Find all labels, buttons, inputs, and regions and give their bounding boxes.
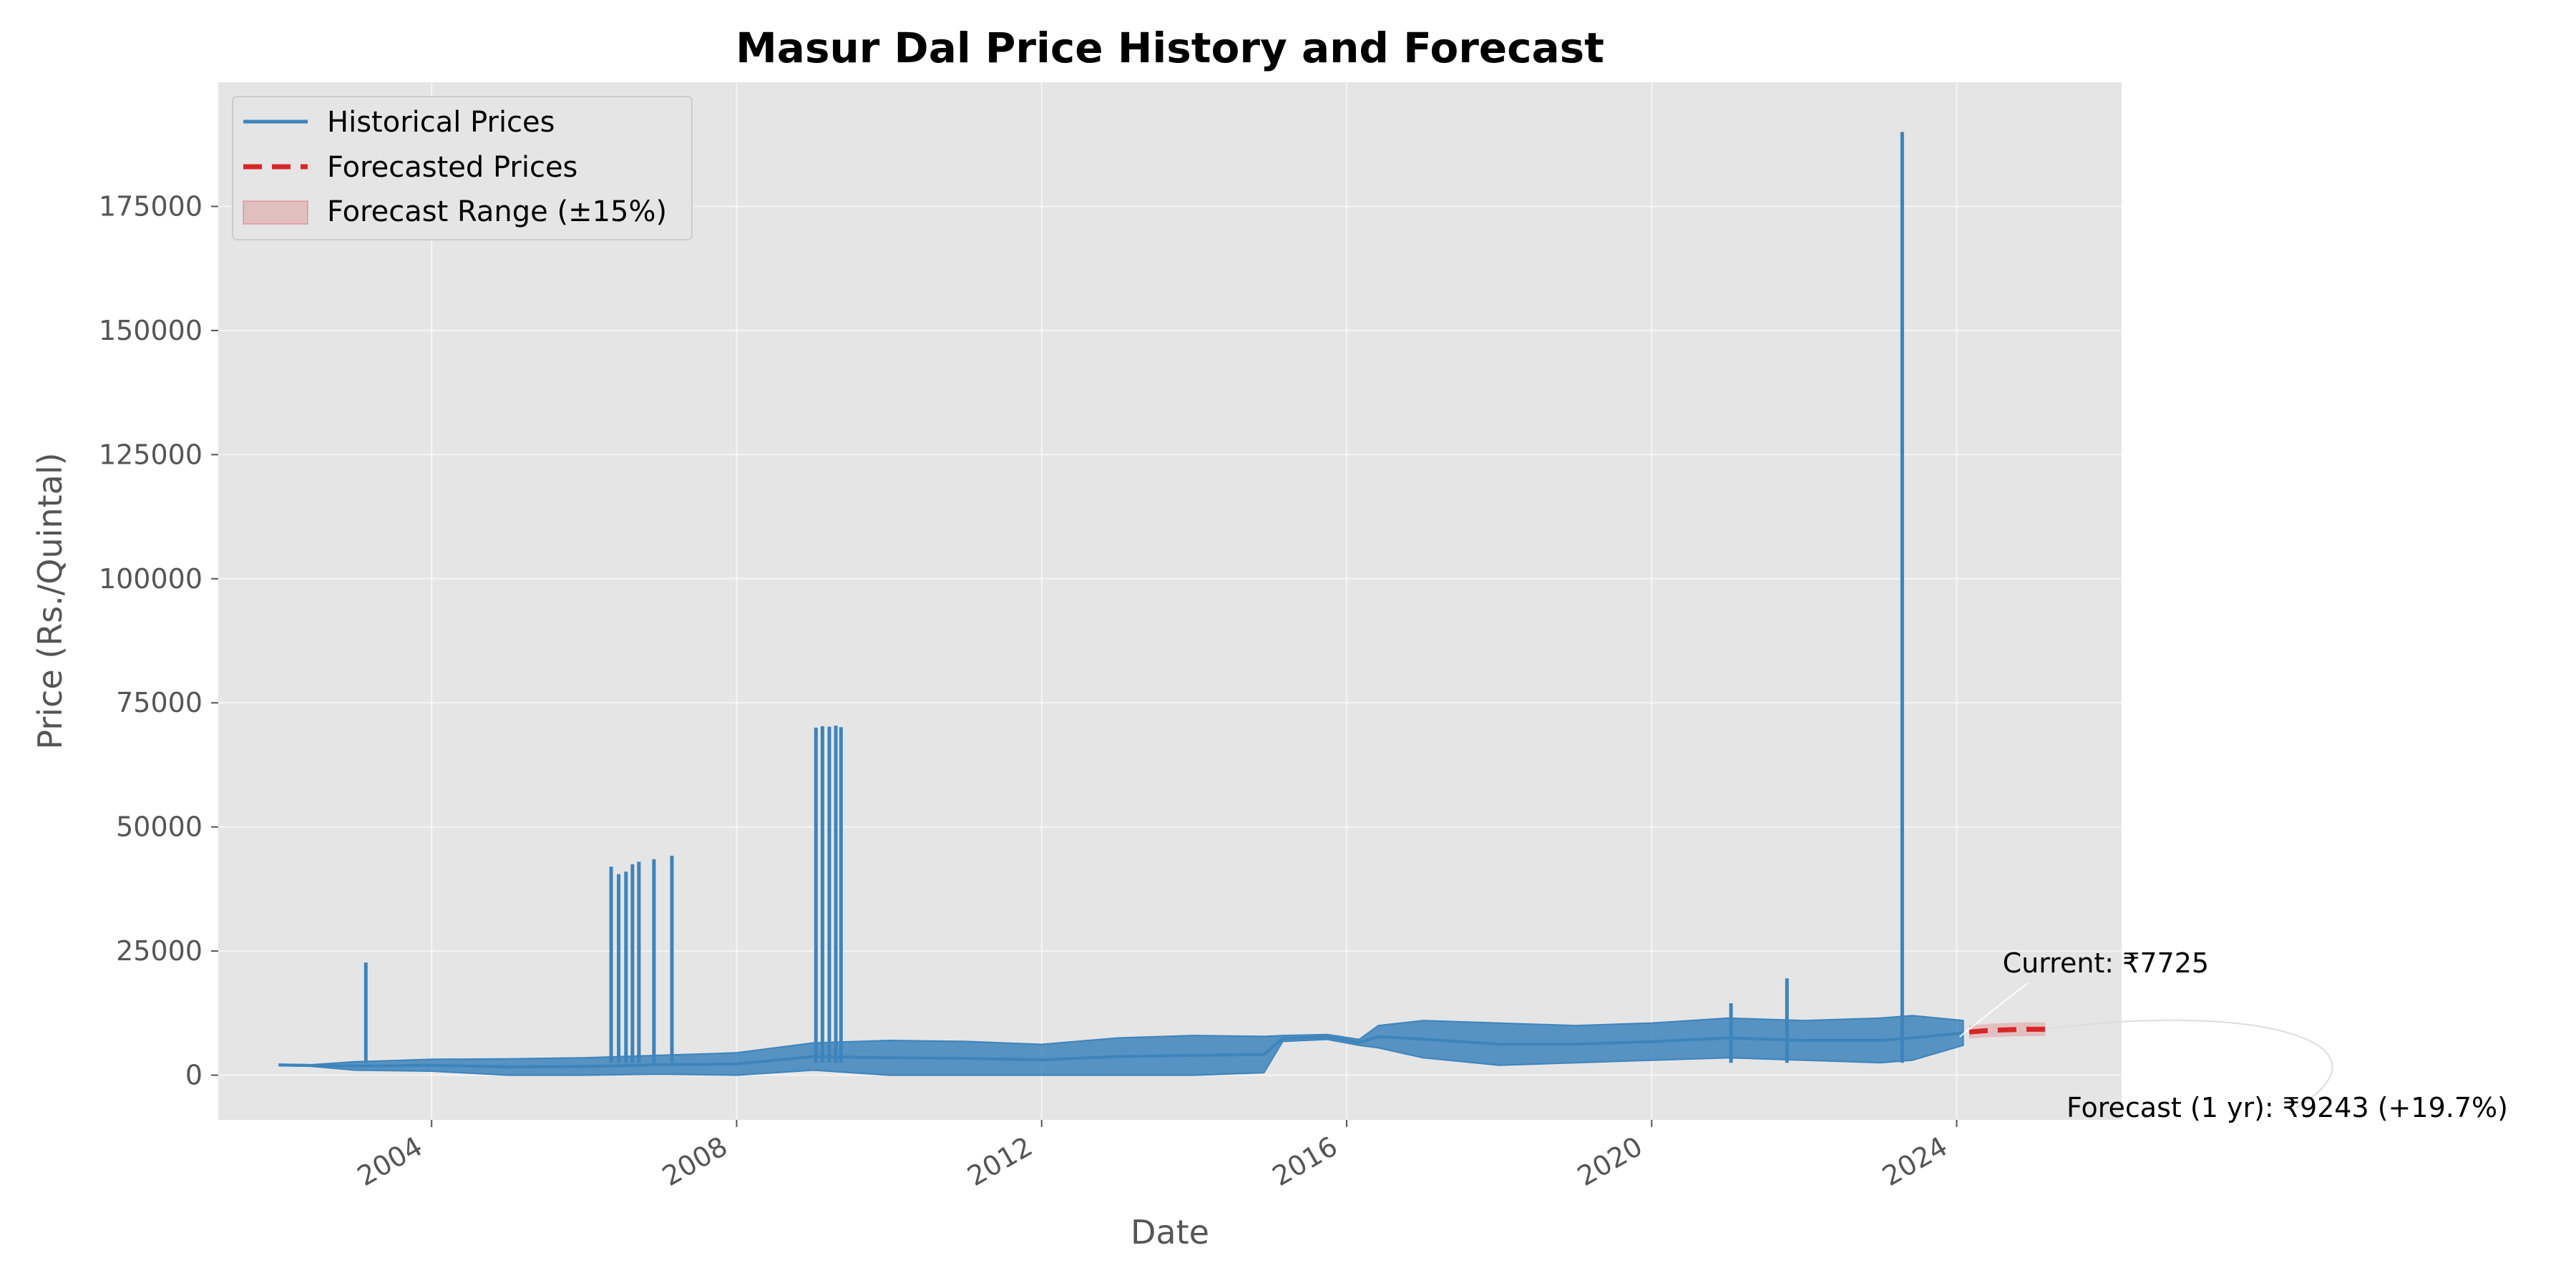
historical-price-line bbox=[279, 1031, 1963, 1069]
y-axis-ticks: 0 25000 50000 75000 100000 125000 150000 175000 bbox=[99, 190, 218, 1091]
historical-price-band bbox=[278, 1015, 1964, 1076]
forecast-annotation-arrow bbox=[2045, 1019, 2333, 1109]
historical-band bbox=[278, 1015, 1964, 1076]
chart-title: Masur Dal Price History and Forecast bbox=[736, 24, 1604, 72]
x-tick-label: 2016 bbox=[1267, 1131, 1343, 1192]
x-tick-label: 2008 bbox=[657, 1131, 733, 1192]
legend-swatch-range bbox=[243, 200, 308, 225]
y-tick-label: 100000 bbox=[99, 563, 203, 595]
current-annotation-arrow bbox=[1958, 982, 2029, 1038]
y-tick-label: 125000 bbox=[99, 439, 203, 470]
y-tick-label: 25000 bbox=[116, 935, 203, 967]
legend-box bbox=[232, 96, 693, 240]
plot-area bbox=[218, 82, 2122, 1120]
y-axis-label: Price (Rs./Quintal) bbox=[31, 452, 69, 749]
x-tick-label: 2012 bbox=[962, 1131, 1038, 1192]
y-tick-label: 50000 bbox=[116, 811, 203, 843]
x-axis-label: Date bbox=[1131, 1213, 1209, 1252]
x-tick-label: 2020 bbox=[1572, 1131, 1648, 1192]
x-tick-label: 2024 bbox=[1877, 1131, 1953, 1192]
forecast-layer bbox=[1968, 1022, 2046, 1039]
legend: Historical Prices Forecasted Prices Fore… bbox=[232, 96, 693, 240]
y-tick-label: 175000 bbox=[99, 190, 203, 222]
x-axis-ticks: 2004 2008 2012 2016 2020 2024 bbox=[352, 1120, 1958, 1192]
current-annotation-label: Current: ₹7725 bbox=[2003, 947, 2210, 979]
legend-label-forecast: Forecasted Prices bbox=[327, 151, 577, 184]
forecast-annotation-label: Forecast (1 yr): ₹9243 (+19.7%) bbox=[2067, 1092, 2508, 1123]
legend-label-historical: Historical Prices bbox=[327, 106, 555, 139]
legend-label-range: Forecast Range (±15%) bbox=[327, 195, 667, 228]
y-tick-label: 0 bbox=[185, 1060, 203, 1091]
y-tick-label: 150000 bbox=[99, 315, 203, 346]
annotations: Current: ₹7725 Forecast (1 yr): ₹9243 (+1… bbox=[1958, 947, 2508, 1123]
forecast-line bbox=[1968, 1026, 2046, 1035]
y-tick-label: 75000 bbox=[116, 687, 203, 718]
historical-spikes bbox=[364, 132, 1904, 1063]
x-tick-label: 2004 bbox=[352, 1131, 428, 1192]
